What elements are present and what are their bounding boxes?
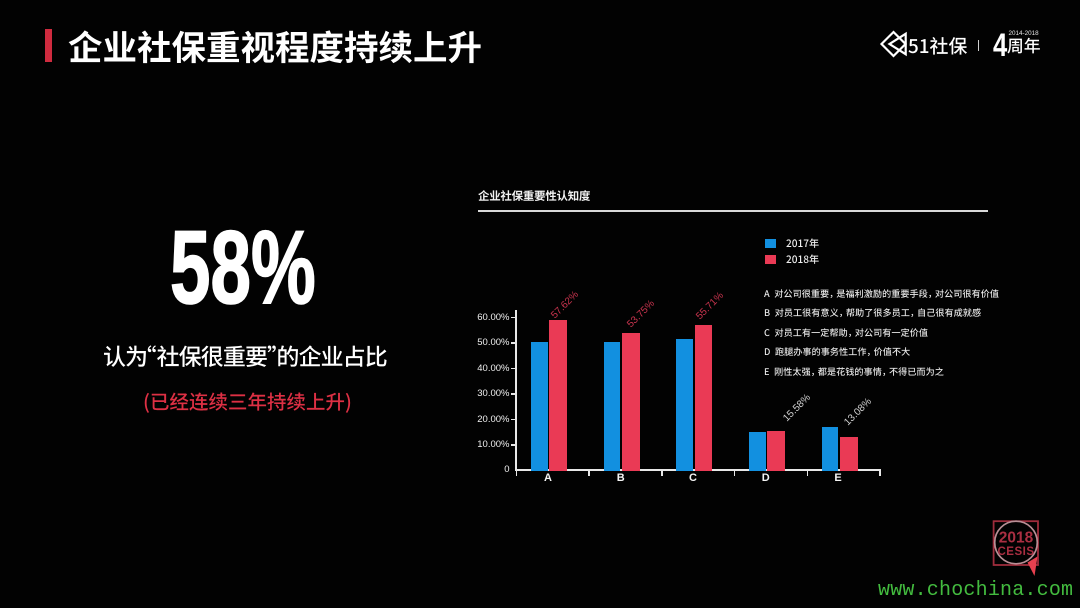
svg-text:2018: 2018 (999, 530, 1034, 547)
svg-text:CESIS: CESIS (997, 546, 1034, 558)
